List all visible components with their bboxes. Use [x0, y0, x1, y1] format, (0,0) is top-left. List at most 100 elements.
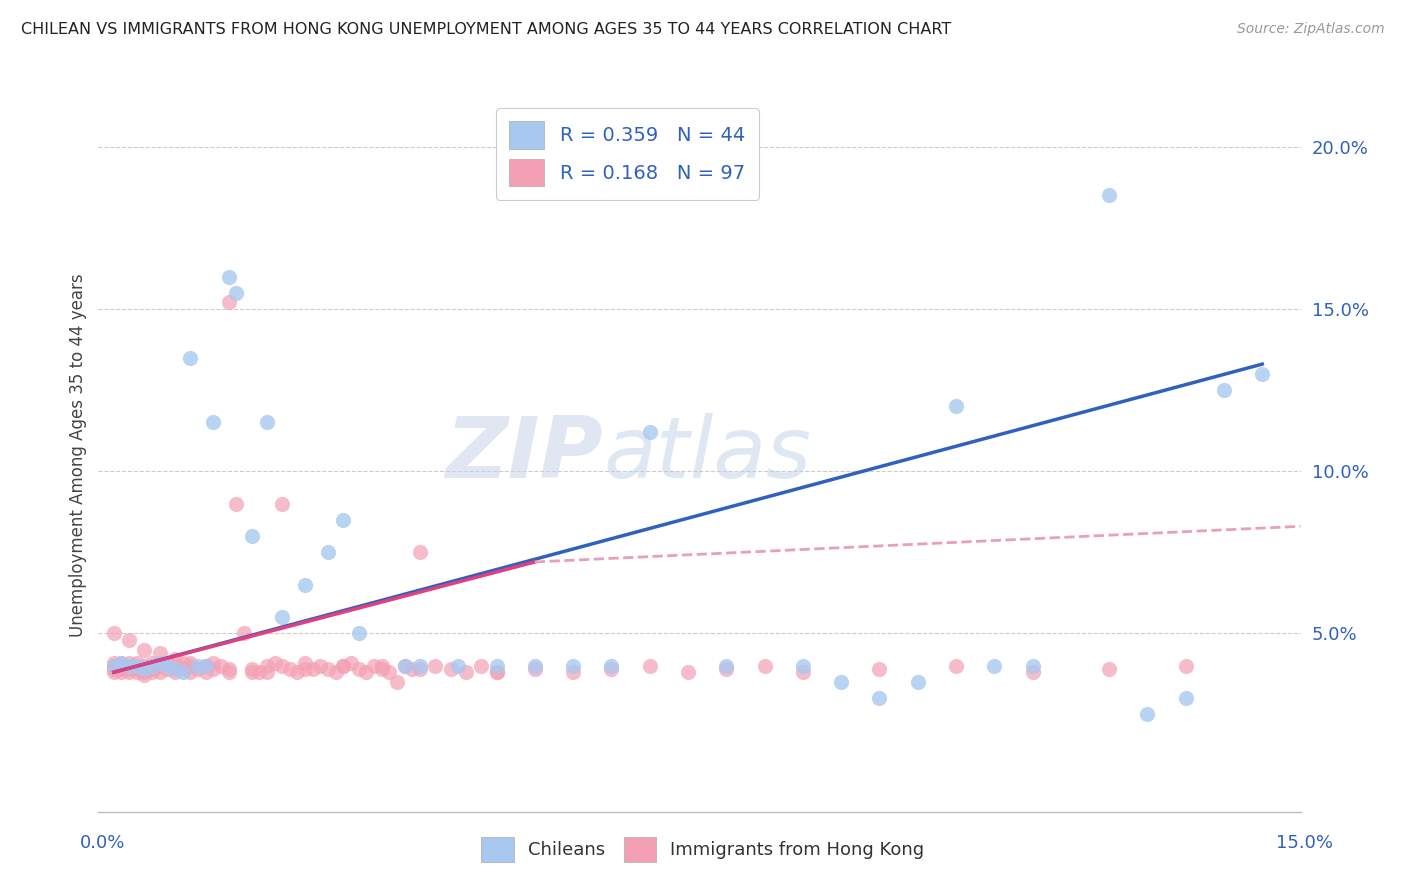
- Point: [179, 665, 201, 680]
- Point: [125, 658, 148, 673]
- Point: [247, 665, 270, 680]
- Point: [347, 626, 370, 640]
- Point: [118, 665, 141, 680]
- Point: [370, 662, 392, 676]
- Point: [409, 658, 432, 673]
- Point: [792, 665, 814, 680]
- Point: [172, 662, 194, 676]
- Point: [485, 658, 508, 673]
- Point: [263, 656, 285, 670]
- Point: [1136, 707, 1159, 722]
- Point: [194, 658, 217, 673]
- Text: 15.0%: 15.0%: [1277, 834, 1333, 852]
- Point: [907, 675, 929, 690]
- Point: [287, 665, 309, 680]
- Text: ZIP: ZIP: [446, 413, 603, 497]
- Point: [141, 662, 163, 676]
- Point: [1251, 367, 1274, 381]
- Point: [1098, 662, 1121, 676]
- Point: [141, 656, 163, 670]
- Point: [187, 662, 209, 676]
- Point: [172, 665, 194, 680]
- Point: [156, 658, 179, 673]
- Point: [110, 656, 132, 670]
- Point: [385, 675, 408, 690]
- Point: [225, 285, 247, 300]
- Point: [271, 658, 294, 673]
- Point: [179, 351, 201, 365]
- Point: [332, 658, 354, 673]
- Point: [163, 662, 186, 676]
- Point: [830, 675, 852, 690]
- Point: [485, 665, 508, 680]
- Point: [110, 658, 132, 673]
- Text: CHILEAN VS IMMIGRANTS FROM HONG KONG UNEMPLOYMENT AMONG AGES 35 TO 44 YEARS CORR: CHILEAN VS IMMIGRANTS FROM HONG KONG UNE…: [21, 22, 952, 37]
- Legend: Chileans, Immigrants from Hong Kong: Chileans, Immigrants from Hong Kong: [474, 830, 932, 870]
- Point: [256, 416, 278, 430]
- Point: [134, 642, 156, 657]
- Point: [118, 662, 141, 676]
- Point: [523, 658, 546, 673]
- Point: [163, 665, 186, 680]
- Point: [103, 658, 125, 673]
- Point: [370, 658, 392, 673]
- Point: [110, 665, 132, 680]
- Point: [447, 658, 470, 673]
- Point: [240, 529, 263, 543]
- Point: [316, 545, 339, 559]
- Point: [294, 577, 316, 591]
- Point: [256, 658, 278, 673]
- Point: [218, 295, 240, 310]
- Point: [470, 658, 492, 673]
- Point: [1174, 691, 1197, 706]
- Point: [225, 497, 247, 511]
- Point: [868, 691, 890, 706]
- Point: [394, 658, 416, 673]
- Point: [103, 665, 125, 680]
- Point: [134, 668, 156, 682]
- Point: [1021, 665, 1043, 680]
- Point: [716, 662, 738, 676]
- Point: [218, 269, 240, 284]
- Point: [149, 665, 172, 680]
- Point: [141, 665, 163, 680]
- Point: [156, 662, 179, 676]
- Point: [110, 656, 132, 670]
- Point: [103, 658, 125, 673]
- Point: [194, 658, 217, 673]
- Legend: R = 0.359   N = 44, R = 0.168   N = 97: R = 0.359 N = 44, R = 0.168 N = 97: [496, 108, 759, 200]
- Point: [134, 658, 156, 673]
- Point: [149, 656, 172, 670]
- Point: [1213, 383, 1236, 397]
- Point: [202, 416, 225, 430]
- Point: [172, 656, 194, 670]
- Point: [754, 658, 776, 673]
- Point: [218, 662, 240, 676]
- Point: [149, 646, 172, 660]
- Point: [118, 658, 141, 673]
- Point: [378, 665, 401, 680]
- Point: [103, 662, 125, 676]
- Point: [209, 658, 232, 673]
- Point: [409, 545, 432, 559]
- Point: [294, 662, 316, 676]
- Point: [278, 662, 301, 676]
- Point: [409, 662, 432, 676]
- Point: [118, 632, 141, 647]
- Point: [163, 652, 186, 666]
- Point: [179, 658, 201, 673]
- Point: [103, 656, 125, 670]
- Point: [156, 656, 179, 670]
- Point: [716, 658, 738, 673]
- Point: [440, 662, 463, 676]
- Point: [125, 662, 148, 676]
- Point: [194, 658, 217, 673]
- Point: [187, 658, 209, 673]
- Point: [110, 662, 132, 676]
- Point: [294, 656, 316, 670]
- Point: [125, 665, 148, 680]
- Point: [676, 665, 699, 680]
- Point: [792, 658, 814, 673]
- Point: [1021, 658, 1043, 673]
- Point: [240, 665, 263, 680]
